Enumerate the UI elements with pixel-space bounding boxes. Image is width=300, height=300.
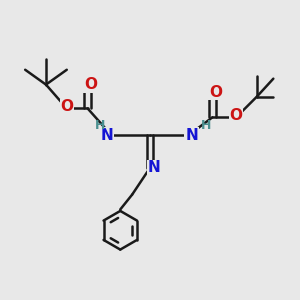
Text: N: N — [185, 128, 198, 142]
Text: H: H — [95, 118, 105, 132]
Text: N: N — [100, 128, 113, 142]
Text: N: N — [148, 160, 161, 175]
Text: O: O — [230, 108, 243, 123]
Text: O: O — [84, 77, 97, 92]
Text: O: O — [209, 85, 222, 100]
Text: O: O — [60, 99, 73, 114]
Text: H: H — [201, 118, 211, 132]
